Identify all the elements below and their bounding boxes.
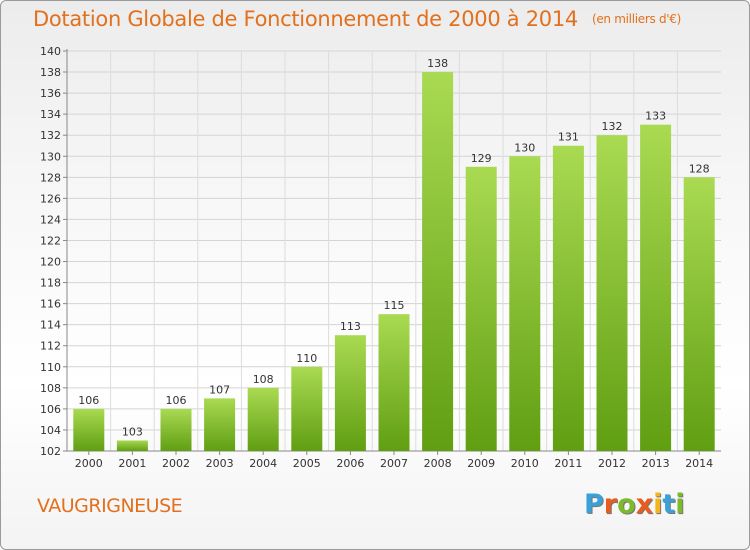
data-label: 131 [558, 131, 579, 144]
bars [73, 72, 715, 452]
y-tick-label: 122 [40, 234, 61, 247]
bar [291, 366, 323, 451]
bar [204, 398, 236, 451]
y-tick-label: 136 [40, 87, 61, 100]
x-tick-label: 2000 [75, 457, 103, 470]
data-label: 128 [689, 162, 710, 175]
x-tick-label: 2001 [118, 457, 146, 470]
x-tick-label: 2007 [380, 457, 408, 470]
x-tick-label: 2002 [162, 457, 190, 470]
y-tick-label: 124 [40, 213, 61, 226]
x-tick-label: 2009 [467, 457, 495, 470]
bar [334, 335, 366, 451]
bar [683, 177, 715, 451]
x-tick-label: 2008 [424, 457, 452, 470]
bar [640, 124, 672, 452]
y-tick-label: 134 [40, 108, 61, 121]
bar [116, 440, 148, 451]
data-label: 115 [384, 299, 405, 312]
x-tick-label: 2004 [249, 457, 277, 470]
data-label: 106 [166, 394, 187, 407]
x-tick-label: 2011 [554, 457, 582, 470]
data-label: 106 [78, 394, 99, 407]
title-text: Dotation Globale de Fonctionnement de 20… [33, 7, 578, 31]
logo-letter: x [635, 489, 654, 520]
x-tick-label: 2003 [206, 457, 234, 470]
logo-letter: P [584, 489, 604, 520]
bar [465, 166, 497, 451]
labels: 102 104 106 108 110 112 114 116 118 120 122 124 126 1… [40, 45, 713, 470]
bar [509, 156, 541, 451]
data-label: 113 [340, 320, 361, 333]
bar [378, 314, 410, 451]
data-label: 108 [253, 373, 274, 386]
y-tick-label: 102 [40, 445, 61, 458]
y-tick-label: 114 [40, 319, 61, 332]
x-tick-label: 2013 [642, 457, 670, 470]
data-label: 133 [645, 110, 666, 123]
y-tick-label: 110 [40, 361, 61, 374]
y-tick-label: 140 [40, 45, 61, 58]
bar [552, 145, 584, 451]
bar [247, 387, 279, 451]
y-tick-label: 120 [40, 256, 61, 269]
data-label: 129 [471, 152, 492, 165]
data-label: 107 [209, 383, 230, 396]
y-tick-label: 128 [40, 171, 61, 184]
logo-letter: t [662, 489, 676, 520]
y-tick-label: 104 [40, 424, 61, 437]
x-tick-label: 2006 [336, 457, 364, 470]
data-label: 132 [602, 120, 623, 133]
logo-letter: r [603, 489, 618, 520]
y-tick-label: 108 [40, 382, 61, 395]
x-tick-label: 2012 [598, 457, 626, 470]
bar [596, 135, 628, 452]
x-tick-label: 2014 [685, 457, 713, 470]
chart-title: Dotation Globale de Fonctionnement de 20… [33, 7, 681, 31]
data-label: 130 [514, 141, 535, 154]
bar [73, 408, 105, 451]
data-label: 138 [427, 57, 448, 70]
y-tick-label: 132 [40, 129, 61, 142]
x-tick-label: 2010 [511, 457, 539, 470]
proxiti-logo: Proxiti [584, 489, 685, 520]
logo-letter: o [617, 489, 636, 520]
y-tick-label: 130 [40, 150, 61, 163]
y-tick-label: 116 [40, 298, 61, 311]
bar [160, 408, 192, 451]
logo-letter: i [653, 489, 663, 520]
data-label: 103 [122, 425, 143, 438]
commune-name: VAUGRIGNEUSE [37, 495, 183, 517]
y-tick-label: 106 [40, 403, 61, 416]
bar [422, 72, 454, 451]
data-label: 110 [296, 352, 317, 365]
x-tick-label: 2005 [293, 457, 321, 470]
y-tick-label: 112 [40, 340, 61, 353]
y-tick-label: 126 [40, 192, 61, 205]
y-tick-label: 138 [40, 66, 61, 79]
logo-letter: i [675, 489, 685, 520]
unit-label: (en milliers d'€) [591, 12, 681, 26]
y-tick-label: 118 [40, 277, 61, 290]
